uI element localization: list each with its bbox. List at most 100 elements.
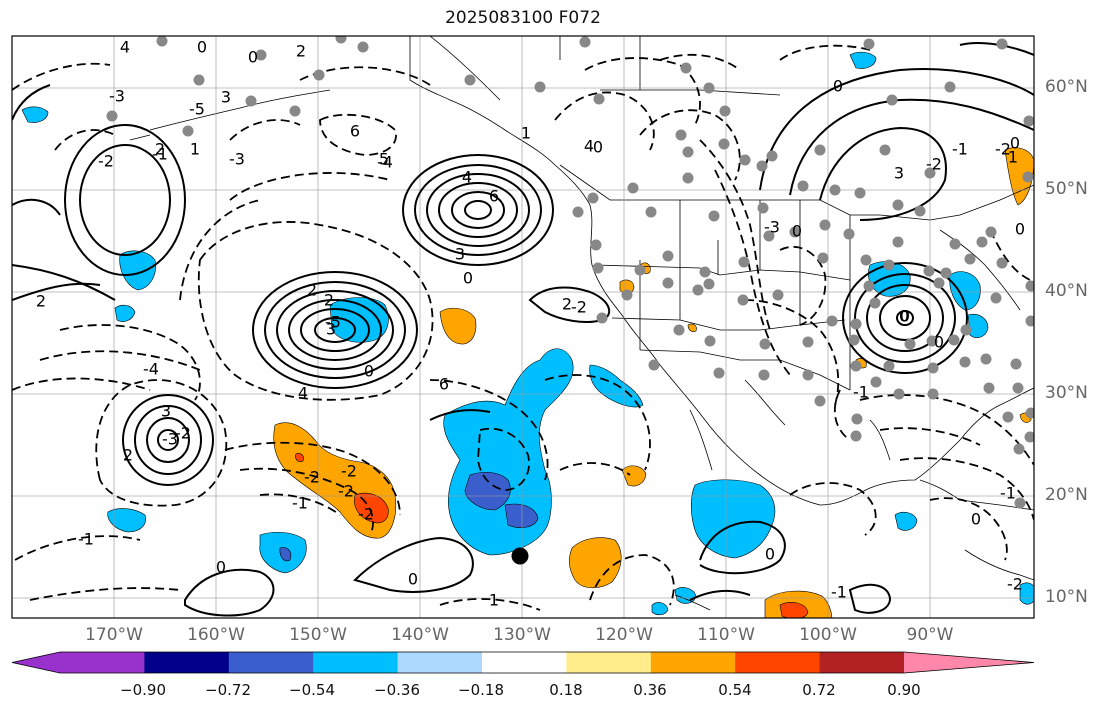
colorbar-tick-label: 0.90 — [887, 681, 921, 699]
contour-label: 3 — [161, 402, 171, 421]
contour-label: 4 — [120, 38, 130, 57]
contour-label: -4 — [143, 360, 159, 379]
contour-label: 2 — [296, 42, 306, 61]
lat-label-30n: 30°N — [1045, 383, 1088, 403]
contour-label: 5 — [379, 150, 389, 169]
contour-label: -2 — [995, 140, 1011, 159]
contour-label: 0 — [593, 138, 603, 157]
contour-label: 6 — [439, 375, 449, 394]
colorbar-extend-high — [904, 652, 1034, 673]
contour-label: -2 — [926, 155, 942, 174]
contour-label: -3 — [764, 218, 780, 237]
lon-label-120w: 120°W — [595, 625, 653, 645]
colorbar-bin — [819, 652, 905, 673]
lon-label-110w: 110°W — [697, 625, 755, 645]
contour-label: 0 — [833, 77, 843, 96]
colorbar-tick-label: −0.72 — [205, 681, 251, 699]
contour-label: 0 — [216, 558, 226, 577]
lon-label-140w: 140°W — [391, 625, 449, 645]
contour-label: -2 — [175, 424, 191, 443]
colorbar — [11, 651, 1035, 674]
contour-label: -5 — [189, 100, 205, 119]
lon-label-100w: 100°W — [799, 625, 857, 645]
lon-label-160w: 160°W — [187, 625, 245, 645]
contour-label: 6 — [489, 187, 499, 206]
colorbar-tick-label: 0.18 — [549, 681, 583, 699]
contour-label: -1 — [1000, 484, 1016, 503]
contour-label: -2 — [341, 462, 357, 481]
contour-label: 4 — [298, 384, 308, 403]
contour-label: 2 — [324, 291, 334, 310]
contour-label: 3 — [326, 320, 336, 339]
contour-label: 1 — [1008, 148, 1018, 167]
contour-label: -2 — [358, 505, 374, 524]
contour-label: 0 — [248, 48, 258, 67]
contour-label: 0 — [463, 269, 473, 288]
colorbar-bin — [482, 652, 567, 673]
contour-label: 0 — [765, 545, 775, 564]
contour-label: 0 — [792, 222, 802, 241]
contour-label: -1 — [78, 530, 94, 549]
lon-label-170w: 170°W — [85, 625, 143, 645]
colorbar-bin — [144, 652, 230, 673]
contour-label: -2 — [338, 482, 354, 501]
contour-label: 0 — [1010, 134, 1020, 153]
map-frame — [11, 35, 1035, 619]
contour-label: 0 — [900, 307, 910, 326]
contour-label: 4 — [584, 137, 594, 156]
contour-label: -1 — [831, 583, 847, 602]
black-dot-marker — [511, 547, 529, 565]
contour-label: 2 — [562, 295, 572, 314]
colorbar-tick-label: −0.18 — [458, 681, 504, 699]
colorbar-tick-label: 0.72 — [802, 681, 836, 699]
contour-label: -2 — [98, 152, 114, 171]
contour-label: -1 — [952, 140, 968, 159]
contour-label: -1 — [853, 383, 869, 402]
contour-label: 0 — [197, 38, 207, 57]
colorbar-bin — [397, 652, 483, 673]
solid-contours — [12, 42, 1034, 617]
contour-label: 0 — [899, 307, 909, 326]
contour-label: 0 — [934, 333, 944, 352]
colorbar-bin — [313, 652, 399, 673]
colorbar-tick-label: −0.36 — [374, 681, 420, 699]
colorbar-tick-label: 0.54 — [718, 681, 752, 699]
contour-label: -2 — [571, 298, 587, 317]
lon-label-90w: 90°W — [906, 625, 954, 645]
contour-label: 1 — [521, 124, 531, 143]
lon-label-130w: 130°W — [493, 625, 551, 645]
lat-label-50n: 50°N — [1045, 179, 1088, 199]
colorbar-extend-low — [12, 652, 60, 673]
colorbar-bin — [735, 652, 821, 673]
lat-label-10n: 10°N — [1045, 587, 1088, 607]
colorbar-bin — [650, 652, 736, 673]
contour-label: 1 — [190, 140, 200, 159]
lat-label-60n: 60°N — [1045, 77, 1088, 97]
contour-label: 0 — [364, 362, 374, 381]
dashed-contours — [12, 44, 1034, 611]
contour-label: 0 — [971, 510, 981, 529]
shaded-anomaly-field — [21, 51, 1034, 618]
colorbar-bin — [60, 652, 145, 673]
station-dots — [106, 36, 1034, 509]
contour-label: -3 — [162, 430, 178, 449]
contour-label: -4 — [377, 153, 393, 172]
contour-label: -1 — [152, 145, 168, 164]
contour-label: -3 — [109, 87, 125, 106]
contour-label: -1 — [292, 494, 308, 513]
contour-label: 2 — [155, 140, 165, 159]
colorbar-tick-label: −0.54 — [289, 681, 335, 699]
contour-label: -5 — [325, 313, 341, 332]
lat-label-20n: 20°N — [1045, 485, 1088, 505]
lat-label-40n: 40°N — [1045, 281, 1088, 301]
contour-label: 4 — [462, 168, 472, 187]
contour-label: 2 — [36, 292, 46, 311]
contour-label: 2 — [123, 446, 133, 465]
colorbar-bin — [566, 652, 652, 673]
colorbar-tick-label: 0.36 — [633, 681, 667, 699]
contour-label: -3 — [229, 150, 245, 169]
contour-label: -2 — [1007, 575, 1023, 594]
coastlines — [129, 36, 1034, 611]
